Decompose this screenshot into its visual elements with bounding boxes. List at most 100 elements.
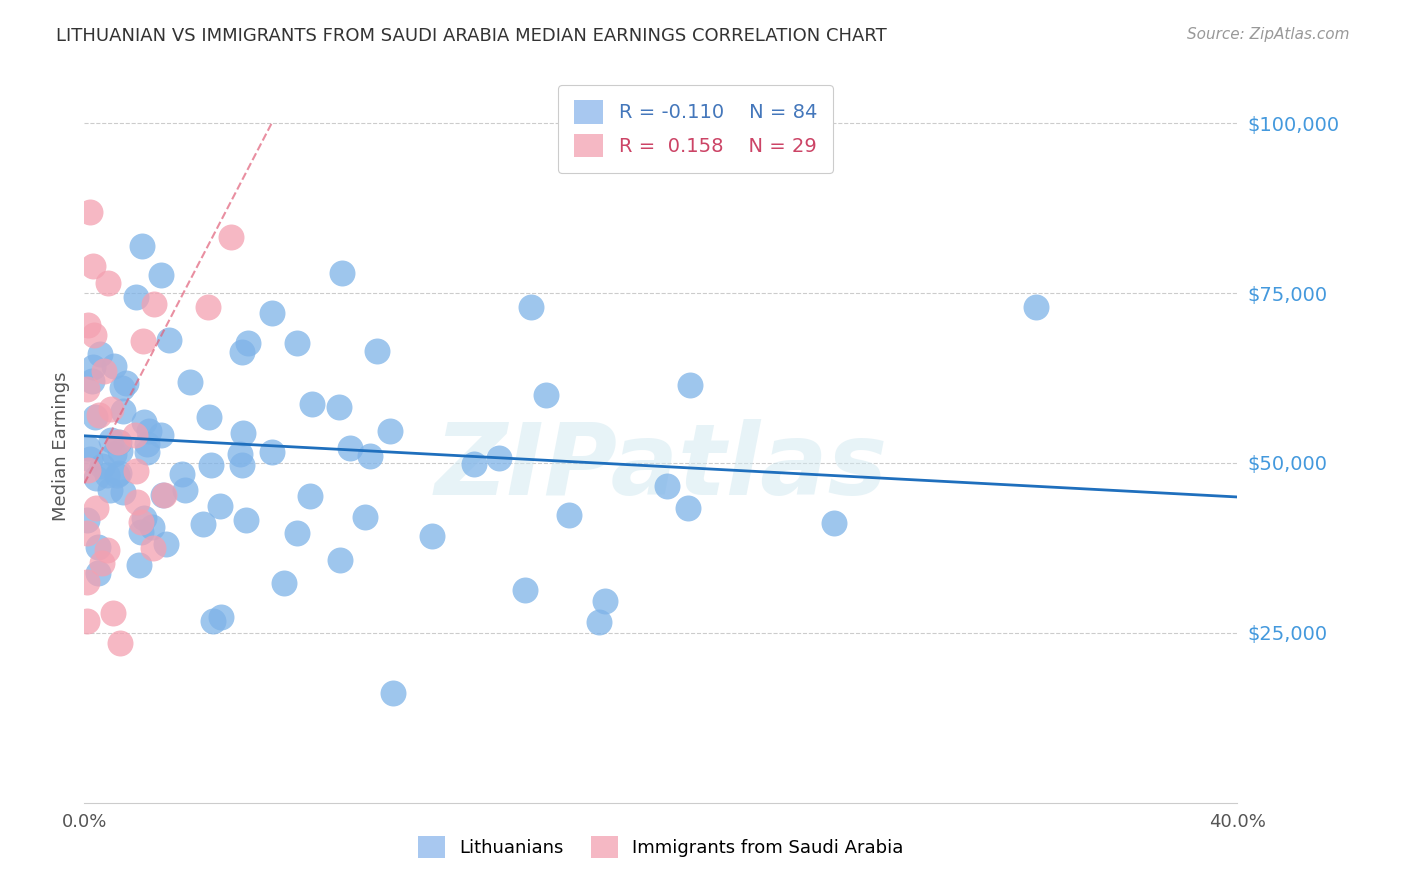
Point (228, 447, 250, 461)
Point (131, 238, 153, 252)
Point (84, 471, 107, 485)
Point (219, 230, 242, 244)
Point (111, 485, 134, 500)
Point (108, 636, 131, 650)
Point (208, 500, 231, 514)
Point (366, 344, 388, 359)
Point (82, 374, 104, 388)
Point (76, 614, 98, 628)
Point (159, 333, 181, 347)
Point (90, 556, 112, 570)
Point (534, 388, 557, 402)
Point (76, 318, 98, 332)
Point (105, 468, 128, 483)
Point (93, 364, 115, 378)
Point (124, 428, 146, 442)
Point (141, 519, 163, 533)
Point (125, 495, 148, 509)
Point (79, 204, 101, 219)
Point (98, 483, 121, 497)
Point (76, 526, 98, 541)
Point (83, 327, 105, 342)
Point (382, 686, 405, 700)
Point (77, 462, 100, 476)
Point (86, 540, 108, 554)
Point (132, 510, 155, 524)
Y-axis label: Median Earnings: Median Earnings (52, 371, 70, 521)
Point (89, 408, 111, 422)
Point (108, 444, 131, 458)
Point (143, 297, 166, 311)
Point (87, 566, 110, 580)
Point (136, 444, 159, 458)
Point (82, 259, 104, 273)
Point (299, 490, 322, 504)
Point (463, 457, 485, 471)
Point (76, 382, 98, 396)
Point (488, 451, 510, 466)
Point (150, 428, 173, 442)
Point (301, 397, 323, 411)
Point (236, 335, 259, 350)
Point (103, 447, 125, 461)
Point (329, 553, 352, 567)
Point (328, 400, 350, 414)
Point (100, 433, 122, 447)
Point (172, 467, 194, 481)
Point (198, 410, 221, 425)
Point (285, 336, 308, 351)
Text: Source: ZipAtlas.com: Source: ZipAtlas.com (1187, 27, 1350, 42)
Point (149, 268, 172, 282)
Point (657, 479, 679, 493)
Point (378, 424, 401, 438)
Legend: Lithuanians, Immigrants from Saudi Arabia: Lithuanians, Immigrants from Saudi Arabi… (411, 829, 911, 865)
Point (420, 529, 443, 543)
Point (152, 488, 174, 502)
Point (128, 558, 150, 573)
Point (111, 403, 134, 417)
Point (515, 582, 537, 597)
Point (588, 615, 610, 629)
Point (96, 468, 118, 483)
Point (593, 593, 616, 607)
Point (108, 434, 131, 449)
Point (103, 359, 125, 374)
Text: LITHUANIAN VS IMMIGRANTS FROM SAUDI ARABIA MEDIAN EARNINGS CORRELATION CHART: LITHUANIAN VS IMMIGRANTS FROM SAUDI ARAB… (56, 27, 887, 45)
Point (152, 488, 174, 502)
Point (353, 510, 375, 524)
Point (76, 513, 98, 527)
Point (235, 513, 257, 527)
Point (136, 437, 159, 451)
Point (273, 575, 295, 590)
Point (142, 541, 165, 555)
Point (107, 435, 129, 450)
Point (823, 516, 845, 531)
Point (114, 376, 136, 390)
Point (91, 458, 114, 473)
Point (84, 501, 107, 516)
Point (97, 276, 120, 290)
Point (197, 300, 219, 314)
Point (679, 378, 702, 392)
Point (202, 615, 225, 629)
Point (191, 516, 214, 531)
Point (285, 525, 308, 540)
Point (76, 575, 98, 590)
Point (209, 609, 232, 624)
Point (179, 375, 201, 389)
Point (1025, 300, 1047, 314)
Point (77, 442, 100, 456)
Point (262, 444, 284, 458)
Point (100, 402, 122, 417)
Point (339, 441, 361, 455)
Point (260, 306, 283, 320)
Point (131, 516, 153, 530)
Point (79, 451, 101, 466)
Point (200, 458, 222, 473)
Point (138, 424, 160, 438)
Point (359, 449, 381, 463)
Text: ZIPatlas: ZIPatlas (434, 419, 887, 516)
Point (125, 464, 148, 478)
Point (108, 467, 131, 481)
Point (96, 543, 118, 558)
